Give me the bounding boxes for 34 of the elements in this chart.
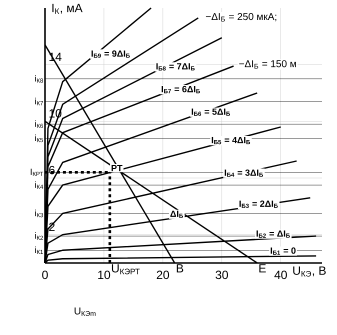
annotation: I$_{Б5}$ = 4ΔI$_{Б}$ [212, 136, 250, 144]
ref-line-label: I$_{КРТ}$ [30, 168, 44, 176]
annotation: ΔI$_{Б}$ [170, 210, 183, 218]
annotation: I$_{Б8}$ = 7ΔI$_{Б}$ [156, 63, 195, 71]
ref-line-label: i$_{К6}$ [35, 120, 44, 128]
ref-line-label: i$_{К2}$ [35, 232, 44, 240]
text: U$_{КЭm}$ [74, 308, 96, 316]
x-tick-label: 30 [216, 270, 228, 280]
annotation: −ΔI$_{Б}$ = 150 м [239, 60, 296, 69]
ref-line-label: i$_{К4}$ [35, 181, 44, 189]
annotation: I$_{Б2}$ = ΔI$_{Б}$ [256, 230, 290, 238]
annotation: I$_{Б6}$ = 5ΔI$_{Б}$ [192, 108, 230, 116]
ref-line-label: i$_{К5}$ [35, 134, 44, 142]
ref-line-label: i$_{К7}$ [35, 98, 44, 106]
x-axis-title: U$_{КЭ}$, В [293, 266, 326, 277]
y-tick-label: 2 [49, 222, 55, 231]
ref-line-label: i$_{К1}$ [35, 246, 44, 254]
x-tick-label: 20 [156, 270, 170, 280]
annotation: I$_{Б1}$ = 0 [270, 247, 296, 255]
y-axis-title: I$_{К}$, мА [52, 4, 83, 14]
x-tick-label: 40 [274, 270, 287, 280]
annotation: B [176, 264, 184, 272]
annotation: I$_{Б3}$ = 2ΔI$_{Б}$ [240, 200, 278, 208]
annotation: −ΔI$_{Б}$ = 250 мкА; [206, 13, 276, 22]
annotation: U$_{КЭРТ}$ [112, 264, 140, 274]
annotation: I$_{Б9}$ = 9ΔI$_{Б}$ [92, 50, 130, 58]
annotation: PT [112, 164, 122, 172]
x-tick-label: 0 [42, 270, 48, 280]
x-tick-label: 10 [98, 270, 110, 280]
annotation: I$_{Б7}$ = 6ΔI$_{Б}$ [162, 86, 200, 94]
annotation: I$_{Б4}$ = 3ΔI$_{Б}$ [224, 170, 264, 177]
annotation: E [259, 264, 266, 272]
ref-line-label: i$_{К3}$ [35, 210, 44, 218]
ref-line-label: i$_{К8}$ [35, 75, 44, 83]
